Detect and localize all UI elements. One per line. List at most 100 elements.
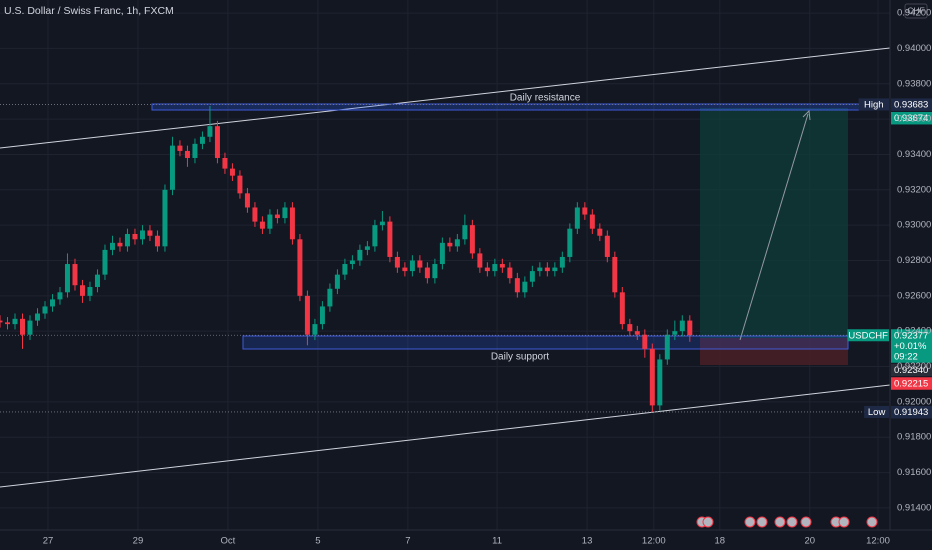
candle-body	[117, 242, 123, 247]
y-tick-label: 0.92600	[897, 290, 931, 301]
candle-body	[477, 253, 483, 268]
price-change: +0.01%	[894, 341, 927, 352]
candle-body	[342, 264, 348, 275]
x-tick-label: 27	[43, 536, 54, 547]
candle-body	[664, 334, 670, 360]
candle-body	[499, 264, 505, 268]
currency-box	[904, 3, 928, 19]
y-tick-label: 0.93000	[897, 220, 931, 231]
x-tick-label: 7	[405, 536, 410, 547]
event-icon[interactable]	[786, 516, 798, 528]
price-label-box	[891, 363, 932, 377]
candle-body	[514, 278, 520, 293]
price-label-box	[891, 377, 932, 390]
candle-body	[162, 189, 168, 247]
channel-upper	[0, 47, 890, 149]
candle-body	[379, 221, 385, 226]
candle-body	[72, 264, 78, 286]
candle-body	[439, 242, 445, 265]
candle-body	[507, 267, 513, 279]
candle-body	[34, 313, 40, 321]
x-tick-label: 18	[715, 536, 726, 547]
candle-body	[552, 267, 558, 272]
candle-body	[282, 207, 288, 219]
candle-body	[4, 322, 10, 325]
y-tick-label: 0.92000	[897, 396, 931, 407]
candle-body	[274, 214, 280, 219]
y-tick-label: 0.94000	[897, 43, 931, 54]
event-icon[interactable]	[744, 516, 756, 528]
profit-zone	[700, 108, 848, 338]
price-label: 0.92340	[894, 365, 928, 376]
candle-body	[102, 249, 108, 275]
candle-body	[469, 225, 475, 254]
candle-body	[559, 256, 565, 268]
price-label-box	[891, 405, 932, 419]
candle-body	[207, 126, 213, 137]
x-tick-label: 12:00	[866, 536, 890, 547]
price-name: USDCHF	[848, 330, 888, 341]
candle-body	[529, 271, 535, 282]
event-icon[interactable]	[756, 516, 768, 528]
candle-body	[147, 230, 153, 236]
x-tick-label: 11	[492, 536, 502, 547]
candle-body	[649, 348, 655, 406]
candle-body	[492, 264, 498, 272]
candle-body	[687, 320, 693, 336]
candle-body	[132, 233, 138, 240]
candle-body	[372, 225, 378, 247]
event-icon[interactable]	[838, 516, 850, 528]
y-tick-label: 0.92400	[897, 326, 931, 337]
candle-body	[597, 228, 603, 236]
resistance-zone	[151, 103, 873, 111]
price-markers: 0.93683 High 0.93674 0.92377+0.01%09:22 USDC…	[847, 98, 932, 419]
candle-body	[432, 264, 438, 279]
price-name: High	[864, 99, 884, 110]
candle-body	[94, 274, 100, 288]
y-tick-label: 0.92200	[897, 361, 931, 372]
arrow-head	[802, 109, 811, 121]
candle-body	[417, 260, 423, 268]
candle-body	[79, 285, 85, 296]
candle-body	[192, 143, 198, 158]
candle-body	[177, 145, 183, 151]
event-icon[interactable]	[774, 516, 786, 528]
candle-body	[334, 274, 340, 289]
event-icon[interactable]	[866, 516, 878, 528]
candle-body	[627, 324, 633, 332]
candle-body	[19, 318, 25, 335]
candle-body	[634, 331, 640, 335]
candle-body	[199, 136, 205, 144]
candle-body	[679, 320, 685, 332]
currency: CHF	[907, 5, 924, 15]
event-icons	[696, 516, 878, 528]
candle-body	[657, 359, 663, 406]
candle-body	[589, 214, 595, 229]
loss-zone	[700, 338, 848, 365]
x-tick-label: 20	[804, 536, 815, 547]
event-icon[interactable]	[702, 516, 714, 528]
candle-body	[454, 239, 460, 247]
candle-body	[357, 249, 363, 261]
annotation: Daily support	[491, 352, 550, 363]
candle-body	[537, 267, 543, 272]
candle-body	[222, 157, 228, 169]
candle-body	[64, 264, 70, 293]
x-tick-label: 5	[315, 536, 320, 547]
y-tick-label: 0.92800	[897, 255, 931, 266]
projection-arrow	[739, 113, 809, 341]
candle-body	[259, 221, 265, 229]
candle-body	[124, 233, 130, 247]
y-tick-label: 0.94200	[897, 8, 931, 19]
y-tick-label: 0.91600	[897, 467, 931, 478]
price-label: 0.93683	[894, 99, 928, 110]
candle-body	[484, 267, 490, 272]
event-icon[interactable]	[800, 516, 812, 528]
y-tick-label: 0.93800	[897, 78, 931, 89]
price-label: 0.93674	[894, 113, 928, 124]
candle-body	[619, 292, 625, 325]
price-label: 0.92215	[894, 378, 928, 389]
candle-body	[169, 145, 175, 190]
